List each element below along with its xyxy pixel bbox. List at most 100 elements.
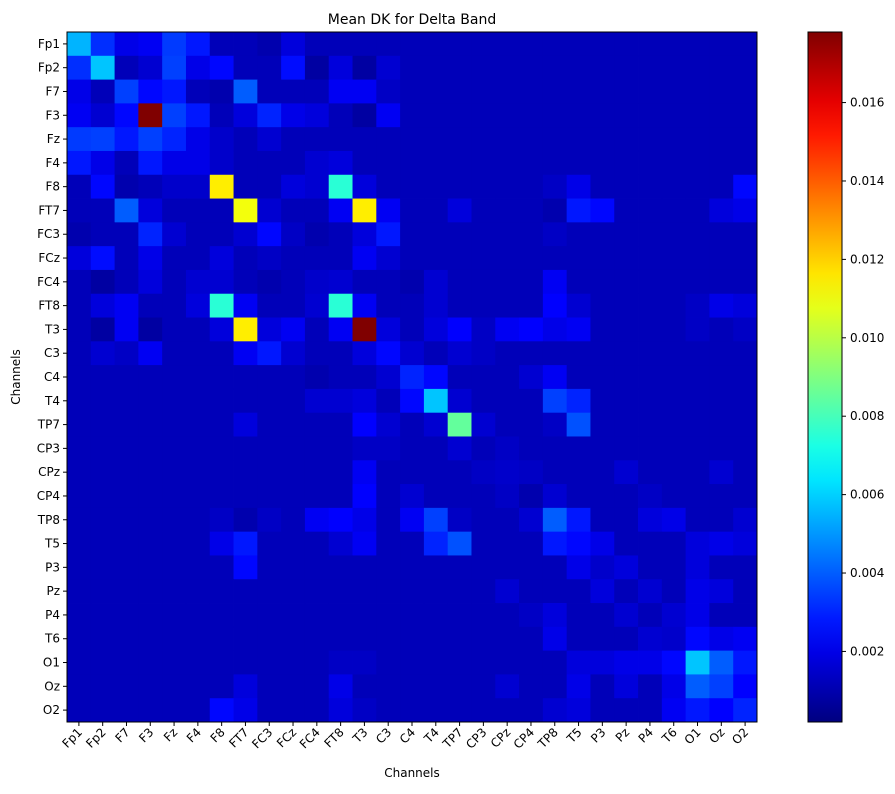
heatmap-cell-O1-T6 xyxy=(661,650,687,675)
heatmap-cell-FC4-Pz xyxy=(614,269,639,295)
heatmap-cell-TP7-P4 xyxy=(638,412,663,437)
heatmap-cell-Pz-O1 xyxy=(685,579,710,604)
heatmap-cell-Oz-FT7 xyxy=(233,674,258,699)
heatmap-cell-Pz-F7 xyxy=(114,579,139,604)
y-tick-label: P3 xyxy=(45,560,60,574)
heatmap-cell-T4-Fz xyxy=(162,388,187,414)
heatmap-cell-Pz-F4 xyxy=(185,579,211,604)
heatmap-cell-FCz-CPz xyxy=(495,246,520,271)
heatmap-cell-FT8-T3 xyxy=(352,293,377,318)
heatmap-cell-Oz-T6 xyxy=(661,674,687,699)
heatmap-cell-T6-FT8 xyxy=(328,626,353,652)
heatmap-cell-Fp1-C3 xyxy=(376,32,401,57)
heatmap-cell-T6-F3 xyxy=(138,626,163,652)
heatmap-cell-FC3-Fz xyxy=(162,222,187,247)
heatmap-cell-FT7-Fz xyxy=(162,198,187,223)
heatmap-cell-T5-T5 xyxy=(566,531,591,556)
heatmap-cell-F4-Pz xyxy=(614,150,639,176)
chart-title: Mean DK for Delta Band xyxy=(328,12,496,28)
heatmap-cell-FT8-FCz xyxy=(281,293,306,318)
heatmap-cell-FT7-CP4 xyxy=(519,198,544,223)
heatmap-cell-O2-TP7 xyxy=(447,698,472,723)
heatmap-cell-Fz-C4 xyxy=(400,127,425,152)
heatmap-cell-FC4-Fp1 xyxy=(67,269,92,295)
heatmap-cell-FT8-Fp2 xyxy=(90,293,115,318)
heatmap-cell-Fp2-FCz xyxy=(281,55,306,80)
heatmap-cell-P4-P3 xyxy=(590,603,615,628)
heatmap-cell-TP8-TP8 xyxy=(542,507,568,533)
heatmap-cell-Fp1-Fp1 xyxy=(67,32,92,57)
heatmap-cell-CP3-F7 xyxy=(114,436,139,461)
heatmap-cell-CP3-O2 xyxy=(733,436,758,461)
heatmap-cell-FC4-F7 xyxy=(114,269,139,295)
heatmap-cell-CP4-FC4 xyxy=(304,484,330,509)
heatmap-cell-O1-CPz xyxy=(495,650,520,675)
heatmap-cell-F8-O1 xyxy=(685,174,710,199)
heatmap-cell-P3-T4 xyxy=(423,555,449,580)
heatmap-cell-C3-Fp1 xyxy=(67,341,92,366)
heatmap-cell-FT8-F4 xyxy=(185,293,211,318)
heatmap-cell-Oz-Fp1 xyxy=(67,674,92,699)
heatmap-cell-C3-FT8 xyxy=(328,341,353,366)
heatmap-cell-Fz-T4 xyxy=(423,127,449,152)
heatmap-cell-O2-Pz xyxy=(614,698,639,723)
heatmap-cell-Fp2-FT8 xyxy=(328,55,353,80)
heatmap-cell-FC4-FC4 xyxy=(304,269,330,295)
heatmap-cell-P3-Fz xyxy=(162,555,187,580)
x-tick-label: P3 xyxy=(588,725,608,745)
heatmap-cell-T6-O1 xyxy=(685,626,710,652)
heatmap-cell-T5-CP4 xyxy=(519,531,544,556)
heatmap-cell-O1-TP8 xyxy=(542,650,568,675)
heatmap-cell-Fp1-F8 xyxy=(209,32,234,57)
heatmap-cell-F3-Fz xyxy=(162,103,187,128)
heatmap-cell-Fp2-P3 xyxy=(590,55,615,80)
heatmap-cell-FC3-CP3 xyxy=(471,222,496,247)
heatmap-cell-FC3-F7 xyxy=(114,222,139,247)
heatmap-cell-FCz-P3 xyxy=(590,246,615,271)
heatmap-cell-F8-Pz xyxy=(614,174,639,199)
heatmap-cell-FT7-TP7 xyxy=(447,198,472,223)
heatmap-cell-FC4-CP3 xyxy=(471,269,496,295)
heatmap-cell-Fp2-T3 xyxy=(352,55,377,80)
heatmap-cell-F8-T6 xyxy=(661,174,687,199)
heatmap-cell-Fz-T6 xyxy=(661,127,687,152)
heatmap-cell-FC4-CPz xyxy=(495,269,520,295)
heatmap-cell-Oz-FC4 xyxy=(304,674,330,699)
heatmap-cell-CP3-Fp2 xyxy=(90,436,115,461)
heatmap-cell-F4-FC4 xyxy=(304,150,330,176)
heatmap-cell-C4-P3 xyxy=(590,365,615,390)
heatmap-cell-Oz-FT8 xyxy=(328,674,353,699)
x-tick-label: C3 xyxy=(373,725,394,746)
heatmap-cell-FC3-Pz xyxy=(614,222,639,247)
heatmap-cell-Fz-F4 xyxy=(185,127,211,152)
heatmap-cell-F3-CPz xyxy=(495,103,520,128)
heatmap-cell-T3-Fz xyxy=(162,317,187,342)
heatmap-cell-Fp2-FC3 xyxy=(257,55,282,80)
heatmap-cell-F7-F7 xyxy=(114,79,139,104)
heatmap-cell-C4-FT7 xyxy=(233,365,258,390)
heatmap-cell-C3-T4 xyxy=(423,341,449,366)
heatmap-cell-C3-FCz xyxy=(281,341,306,366)
heatmap-cell-FCz-C3 xyxy=(376,246,401,271)
heatmap-cell-CPz-O1 xyxy=(685,460,710,485)
heatmap-cell-C3-Oz xyxy=(709,341,734,366)
heatmap-cell-T4-F7 xyxy=(114,388,139,414)
heatmap-cell-C3-P3 xyxy=(590,341,615,366)
heatmap-cell-CP4-Fp2 xyxy=(90,484,115,509)
heatmap-cell-T4-CP3 xyxy=(471,388,496,414)
heatmap-cell-F8-Oz xyxy=(709,174,734,199)
heatmap-cell-F7-P3 xyxy=(590,79,615,104)
heatmap-cell-FT7-Oz xyxy=(709,198,734,223)
heatmap-cell-FCz-FCz xyxy=(281,246,306,271)
x-tick-label: T6 xyxy=(659,725,680,746)
heatmap-cell-TP8-FT8 xyxy=(328,507,353,533)
heatmap-cell-T5-P4 xyxy=(638,531,663,556)
heatmap-cell-FC4-T6 xyxy=(661,269,687,295)
heatmap-cell-FCz-P4 xyxy=(638,246,663,271)
heatmap-cell-O2-F8 xyxy=(209,698,234,723)
heatmap-cell-F3-P4 xyxy=(638,103,663,128)
heatmap-cell-T3-T4 xyxy=(423,317,449,342)
heatmap-cell-FC4-FC3 xyxy=(257,269,282,295)
heatmap-cell-CP3-CPz xyxy=(495,436,520,461)
heatmap-cell-Oz-Fz xyxy=(162,674,187,699)
